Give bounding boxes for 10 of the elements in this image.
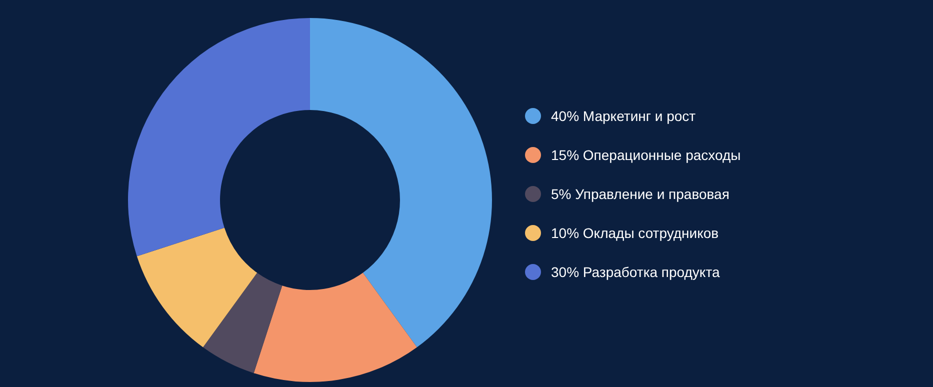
legend-label: 10% Оклады сотрудников xyxy=(551,224,719,240)
donut-slice xyxy=(203,272,282,374)
donut-slice xyxy=(128,18,310,256)
legend-label: 15% Операционные расходы xyxy=(551,146,741,162)
donut-slice xyxy=(136,228,258,348)
legend-label: 5% Управление и правовая xyxy=(551,186,730,202)
donut-slice xyxy=(310,18,492,348)
legend-label: 40% Маркетинг и рост xyxy=(551,108,696,124)
legend-label: 30% Разработка продукта xyxy=(551,264,720,280)
donut-slice xyxy=(254,272,417,382)
